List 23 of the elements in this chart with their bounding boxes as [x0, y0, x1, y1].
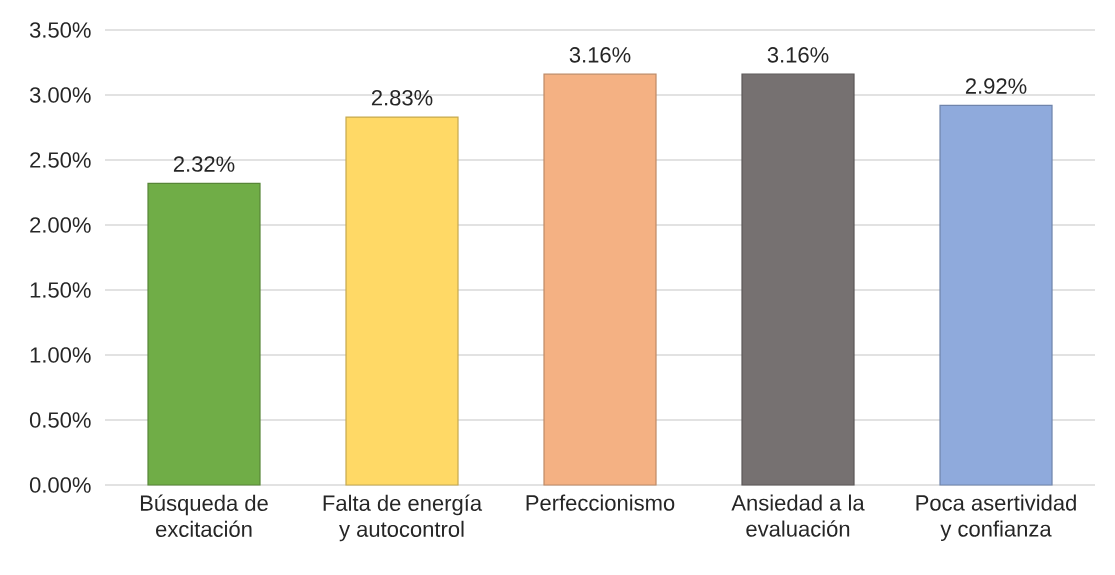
bar [147, 182, 261, 486]
data-label: 3.16% [767, 47, 829, 63]
x-tick-label: Falta de energía y autocontrol [323, 494, 483, 542]
y-tick-label: 0.50% [29, 412, 91, 428]
y-tick-label: 3.50% [29, 22, 91, 38]
y-tick-label: 2.00% [30, 217, 91, 233]
x-tick-label: Ansiedad a la evaluación [731, 494, 865, 537]
bar [543, 73, 657, 486]
data-label: 3.16% [569, 47, 631, 63]
bar [345, 116, 459, 486]
bar [741, 73, 855, 486]
x-tick-label: Búsqueda de excitación [140, 494, 268, 537]
data-label: 2.32% [173, 156, 235, 172]
y-tick-label: 3.00% [29, 87, 91, 103]
data-label: 2.92% [965, 78, 1027, 94]
bar [939, 104, 1053, 486]
x-tick-label: Poca asertividad y confianza [916, 494, 1076, 542]
y-tick-label: 0.00% [29, 477, 91, 493]
data-label: 2.83% [371, 89, 433, 106]
y-tick-label: 2.50% [30, 152, 91, 168]
x-tick-label: Perfeccionismo [526, 494, 675, 511]
y-tick-label: 1.00% [30, 347, 91, 363]
y-tick-label: 1.50% [30, 282, 91, 298]
